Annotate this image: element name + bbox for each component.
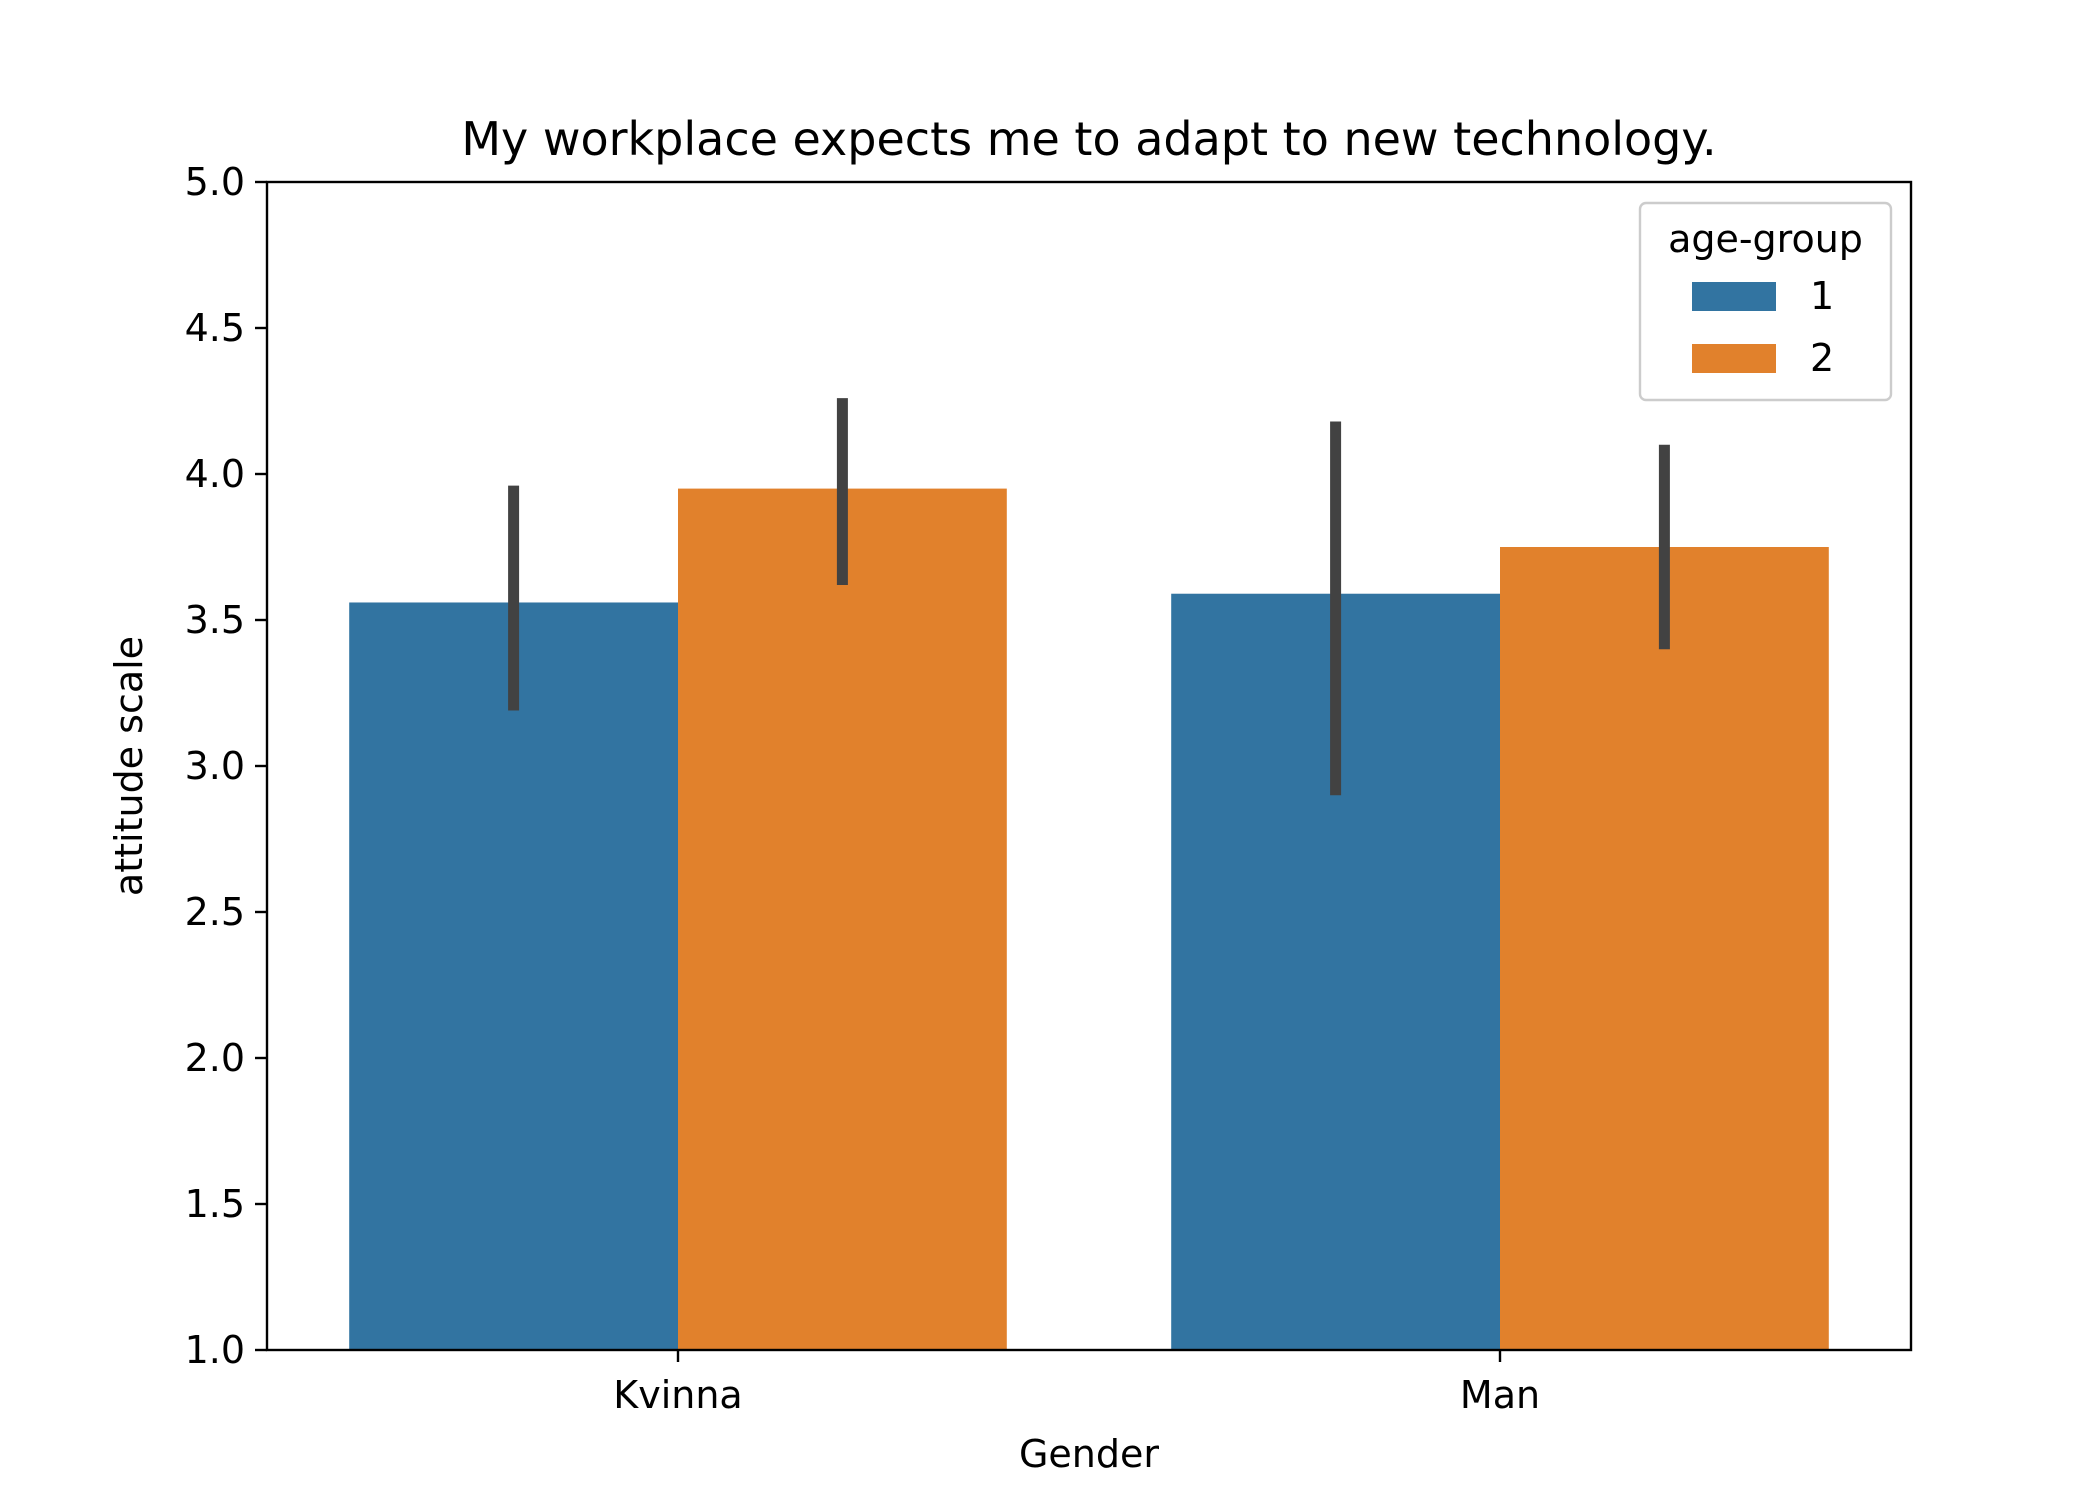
y-tick-label: 2.5 [185, 890, 245, 934]
legend-label-age-group-2: 2 [1810, 336, 1834, 380]
bar-kvinna-age-group-2 [678, 488, 1007, 1351]
x-axis: Kvinna Man [613, 1350, 1540, 1417]
y-axis-label: attitude scale [107, 636, 151, 896]
legend: age-group 12 [1638, 201, 1893, 402]
x-tick-label-man: Man [1460, 1373, 1540, 1417]
y-tick-label: 1.0 [185, 1328, 245, 1372]
y-tick-label: 2.0 [185, 1036, 245, 1080]
bar-man-age-group-2 [1500, 547, 1829, 1350]
chart-title: My workplace expects me to adapt to new … [461, 112, 1716, 166]
bar-kvinna-age-group-1 [349, 602, 678, 1350]
legend-items: 12 [1692, 274, 1834, 380]
y-tick-label: 3.5 [185, 598, 245, 642]
legend-swatch-age-group-2 [1692, 344, 1776, 373]
x-tick-label-kvinna: Kvinna [613, 1373, 742, 1417]
y-tick-label: 4.0 [185, 452, 245, 496]
y-tick-label: 3.0 [185, 744, 245, 788]
legend-label-age-group-1: 1 [1810, 274, 1834, 318]
y-tick-label: 1.5 [185, 1182, 245, 1226]
x-axis-label: Gender [1019, 1432, 1159, 1476]
y-axis: 1.0 1.5 2.0 2.5 3.0 3.5 4.0 4.5 5.0 [185, 160, 267, 1372]
y-tick-label: 4.5 [185, 306, 245, 350]
y-tick-label: 5.0 [185, 160, 245, 204]
errorbars-layer [508, 398, 1670, 796]
legend-title: age-group [1668, 217, 1863, 261]
legend-swatch-age-group-1 [1692, 282, 1776, 311]
bars-layer [349, 488, 1829, 1351]
